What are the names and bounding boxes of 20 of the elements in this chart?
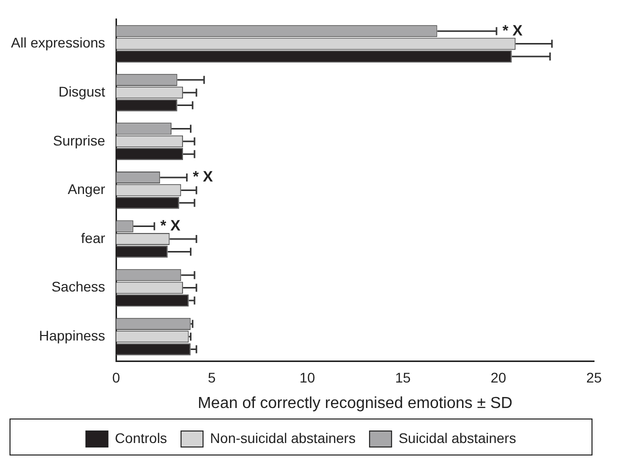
annotation: * X — [160, 217, 180, 234]
x-tick-label: 25 — [586, 369, 602, 386]
y-tick-label: Sachess — [51, 278, 106, 295]
y-tick-label: fear — [81, 230, 106, 246]
annotation: * X — [192, 168, 213, 186]
y-tick-label: Happiness — [38, 327, 106, 344]
y-tick-label: Anger — [68, 181, 106, 198]
legend-label: Non-suicidal abstainers — [210, 430, 356, 446]
y-tick-label: All expressions — [10, 34, 106, 51]
legend-label: Suicidal abstainers — [398, 430, 516, 446]
annotation: * X — [502, 22, 523, 40]
y-tick-label: Disgust — [58, 83, 106, 100]
x-tick-label: 5 — [208, 369, 216, 386]
x-tick-label: 10 — [300, 369, 316, 386]
x-tick-label: 0 — [112, 369, 120, 386]
x-tick-label: 20 — [490, 369, 506, 386]
y-tick-label: Surprise — [53, 132, 106, 148]
legend-label: Controls — [114, 430, 168, 446]
x-axis-title: Mean of correctly recognised emotions ± SD — [198, 394, 512, 412]
x-tick-label: 15 — [395, 369, 411, 386]
